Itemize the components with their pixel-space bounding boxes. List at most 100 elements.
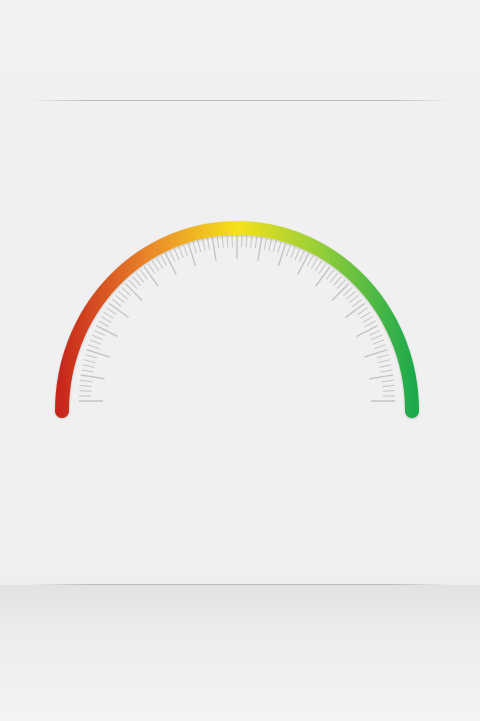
gauge-minor-tick [147, 263, 156, 274]
gauge-minor-tick [89, 339, 102, 345]
gauge-major-tick [164, 252, 177, 275]
gauge-minor-tick [314, 260, 323, 272]
gauge-major-tick [80, 374, 105, 380]
gauge-minor-tick [82, 364, 95, 368]
gauge-minor-tick [310, 257, 318, 269]
gauge-minor-tick [245, 235, 248, 248]
gauge-minor-tick [362, 316, 374, 324]
gauge-minor-tick [380, 369, 393, 373]
gauge-minor-tick [111, 298, 122, 307]
gauge-major-tick [277, 242, 287, 267]
gauge-minor-tick [183, 244, 188, 257]
gauge-minor-tick [173, 248, 180, 260]
gauge-minor-tick [381, 379, 394, 383]
gauge-minor-tick [272, 240, 277, 252]
gauge-minor-tick [382, 384, 395, 387]
gauge-minor-tick [306, 255, 314, 267]
gauge-minor-tick [352, 298, 363, 307]
gauge-minor-tick [379, 364, 392, 368]
gauge-major-tick [86, 349, 110, 358]
gauge-minor-tick [91, 334, 104, 341]
gauge-minor-tick [378, 359, 391, 364]
gauge-minor-tick [360, 311, 371, 319]
gauge-minor-tick [98, 320, 110, 328]
gauge-minor-tick [336, 279, 346, 290]
top-divider [28, 100, 452, 101]
gauge-minor-tick [79, 384, 92, 387]
gauge-minor-tick [294, 248, 301, 260]
gauge-minor-tick [197, 240, 202, 252]
gauge-ticks [79, 235, 395, 402]
gauge-minor-tick [93, 329, 106, 336]
gauge-major-tick [364, 349, 388, 358]
gauge-minor-tick [290, 246, 296, 258]
gauge-minor-tick [254, 236, 258, 249]
bottom-shelf [0, 585, 480, 721]
gauge-minor-tick [277, 241, 282, 254]
gauge-minor-tick [329, 272, 339, 283]
gauge-major-tick [211, 236, 217, 261]
gauge-minor-tick [221, 235, 224, 248]
gauge-minor-tick [80, 379, 93, 383]
gauge-minor-tick [226, 235, 229, 248]
gauge-minor-tick [372, 339, 385, 345]
gauge-major-tick [315, 266, 331, 287]
gauge-minor-tick [263, 237, 268, 250]
gauge-minor-tick [160, 255, 168, 267]
gauge-minor-tick [118, 290, 128, 300]
gauge-major-tick [344, 302, 366, 319]
gauge-minor-tick [100, 316, 112, 324]
gauge-minor-tick [326, 269, 335, 280]
gauge-minor-tick [128, 279, 138, 290]
gauge-major-tick [297, 252, 310, 275]
gauge-minor-tick [318, 263, 327, 274]
gauge-minor-tick [364, 320, 376, 328]
gauge-major-tick [187, 242, 197, 267]
gauge-minor-tick [114, 294, 125, 304]
gauge-minor-tick [103, 311, 114, 319]
gauge-minor-tick [121, 287, 131, 296]
gauge-minor-tick [202, 238, 206, 251]
gauge-minor-tick [79, 390, 92, 392]
gauge-minor-tick [349, 294, 360, 304]
gauge-minor-tick [250, 235, 253, 248]
gauge-minor-tick [88, 344, 100, 350]
gauge-minor-tick [368, 329, 381, 336]
gauge-minor-tick [151, 260, 160, 272]
gauge-minor-tick [156, 257, 164, 269]
gauge-minor-tick [132, 276, 141, 286]
gauge-major-tick [95, 324, 118, 338]
gauge-minor-tick [192, 241, 197, 254]
gauge-minor-tick [206, 237, 211, 250]
gauge-minor-tick [377, 354, 389, 359]
gauge-minor-tick [135, 272, 145, 283]
gauge-major-tick [143, 266, 159, 287]
gauge-major-tick [331, 283, 350, 302]
gauge-major-tick [257, 236, 263, 261]
gauge-minor-tick [268, 238, 272, 251]
gauge-minor-tick [216, 236, 220, 249]
gauge-minor-tick [374, 344, 386, 350]
gauge-major-tick [356, 324, 379, 338]
gauge-major-tick [108, 302, 130, 319]
gauge-minor-tick [343, 287, 353, 296]
gauge-minor-tick [85, 354, 97, 359]
gauge-minor-tick [106, 307, 117, 315]
gauge-minor-tick [83, 359, 96, 364]
gauge-major-tick [369, 374, 394, 380]
gauge-minor-tick [139, 269, 148, 280]
gauge-minor-tick [178, 246, 184, 258]
gauge-minor-tick [169, 250, 176, 262]
bottom-divider [28, 584, 452, 585]
gauge-minor-tick [382, 390, 395, 392]
gauge-minor-tick [286, 244, 291, 257]
gauge-minor-tick [81, 369, 94, 373]
gauge-minor-tick [357, 307, 368, 315]
gauge-minor-tick [333, 276, 342, 286]
gauge-minor-tick [370, 334, 383, 341]
gauge-major-tick [124, 283, 143, 302]
gauge-arc [55, 221, 419, 418]
gauge-minor-tick [346, 290, 356, 300]
gauge-minor-tick [298, 250, 305, 262]
